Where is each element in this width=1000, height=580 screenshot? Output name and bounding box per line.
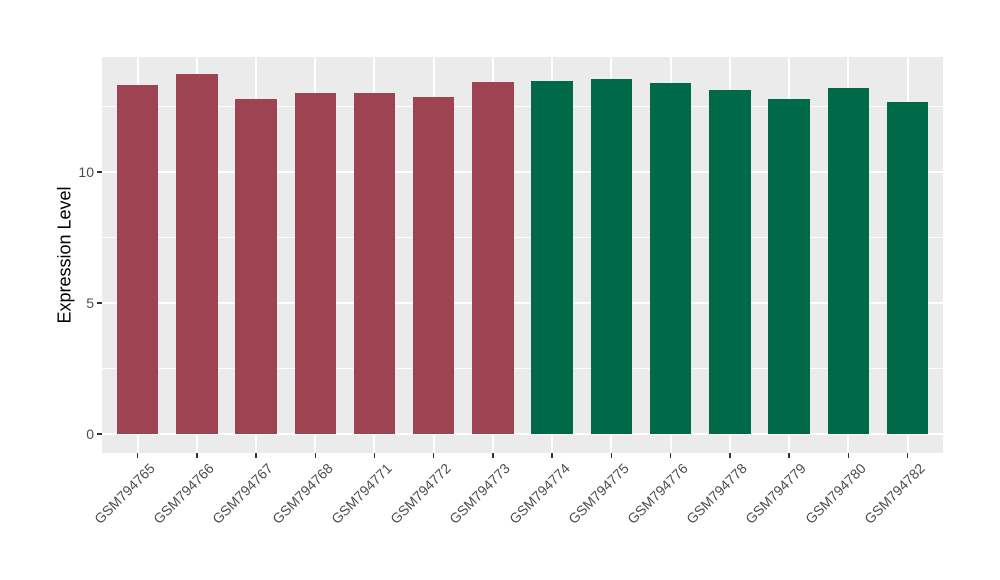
y-gridline-minor (102, 367, 943, 369)
x-tick-label: GSM794768 (268, 460, 336, 527)
y-tick-mark (97, 433, 102, 435)
y-gridline-minor (102, 106, 943, 107)
y-tick-label: 5 (86, 294, 94, 311)
x-tick-label: GSM794765 (90, 460, 158, 527)
chart-panel (102, 57, 943, 453)
x-tick-mark (729, 453, 731, 458)
x-tick-label: GSM794774 (505, 460, 573, 527)
y-tick-label: 10 (78, 164, 94, 180)
x-tick-mark (373, 453, 376, 458)
x-tick-mark (847, 453, 849, 458)
x-tick-mark (610, 453, 613, 458)
y-gridline-minor (102, 237, 943, 238)
x-tick-label: GSM794766 (150, 460, 218, 527)
x-tick-label: GSM794771 (327, 460, 395, 527)
y-tick-mark (97, 302, 102, 304)
x-tick-label: GSM794782 (860, 460, 928, 527)
bar-GSM794767 (235, 98, 277, 434)
x-tick-mark (136, 453, 139, 458)
x-tick-label: GSM794778 (683, 460, 751, 527)
x-tick-mark (196, 453, 198, 458)
y-gridline-major (102, 171, 943, 173)
x-tick-mark (255, 453, 257, 458)
x-tick-mark (314, 453, 316, 458)
bar-GSM794772 (412, 97, 455, 434)
bar-GSM794773 (472, 82, 514, 434)
y-gridline-major (102, 301, 943, 304)
x-tick-label: GSM794773 (446, 460, 514, 527)
bar-GSM794766 (176, 74, 218, 434)
x-tick-mark (432, 453, 435, 458)
x-tick-label: GSM794776 (624, 460, 691, 527)
bar-GSM794768 (294, 93, 336, 434)
bar-GSM794765 (116, 85, 159, 434)
x-tick-mark (669, 453, 672, 458)
bar-GSM794779 (768, 99, 810, 434)
bar-GSM794771 (353, 93, 396, 434)
bar-GSM794782 (886, 101, 929, 434)
y-tick-label: 0 (86, 425, 94, 442)
x-tick-mark (551, 453, 553, 458)
x-tick-mark (788, 453, 790, 458)
bar-GSM794780 (827, 87, 869, 434)
bar-GSM794778 (709, 89, 751, 434)
bar-GSM794776 (649, 82, 692, 434)
x-tick-label: GSM794779 (742, 460, 810, 527)
x-tick-label: GSM794767 (209, 460, 277, 527)
x-tick-label: GSM794772 (387, 460, 455, 527)
x-tick-label: GSM794775 (564, 460, 632, 527)
y-gridline-major (102, 432, 943, 435)
x-tick-label: GSM794780 (801, 460, 869, 527)
bar-GSM794774 (531, 81, 573, 434)
x-tick-mark (492, 453, 494, 458)
bar-GSM794775 (590, 79, 633, 434)
x-tick-mark (906, 453, 909, 458)
y-tick-mark (97, 171, 102, 173)
